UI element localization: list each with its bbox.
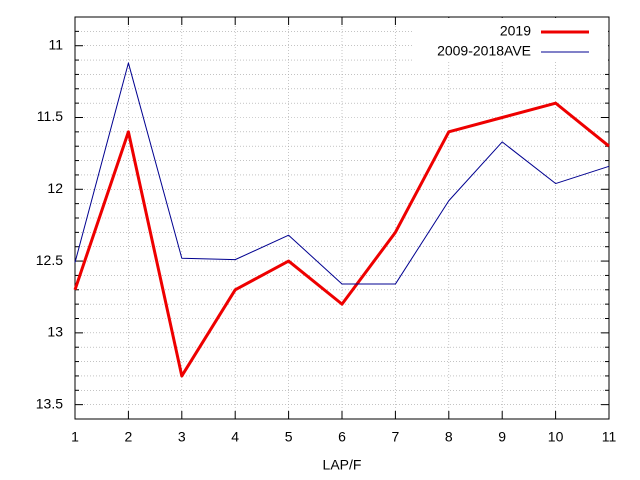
x-tick-label: 10 [548,429,564,445]
x-tick-label: 1 [71,429,79,445]
y-tick-label: 12 [47,180,63,196]
x-tick-label: 8 [445,429,453,445]
y-tick-label: 11.5 [37,108,63,124]
x-tick-label: 3 [178,429,186,445]
x-tick-label: 9 [498,429,506,445]
x-tick-label: 11 [602,429,617,445]
x-tick-label: 7 [392,429,400,445]
x-tick-label: 4 [231,429,239,445]
plot-frame [74,16,610,420]
legend-box [414,18,608,62]
y-tick-label: 11 [48,36,63,52]
series-line [73,101,610,378]
legend-label: 2019 [500,23,531,39]
y-tick-label: 12.5 [36,252,63,268]
x-tick-label: 2 [125,429,133,445]
x-tick-label: 6 [338,429,346,445]
x-axis-label: LAP/F [323,457,362,473]
y-tick-label: 13 [47,324,63,340]
series-line [74,62,610,285]
y-tick-label: 13.5 [36,395,63,411]
legend-label: 2009-2018AVE [437,43,531,59]
x-tick-label: 5 [285,429,293,445]
